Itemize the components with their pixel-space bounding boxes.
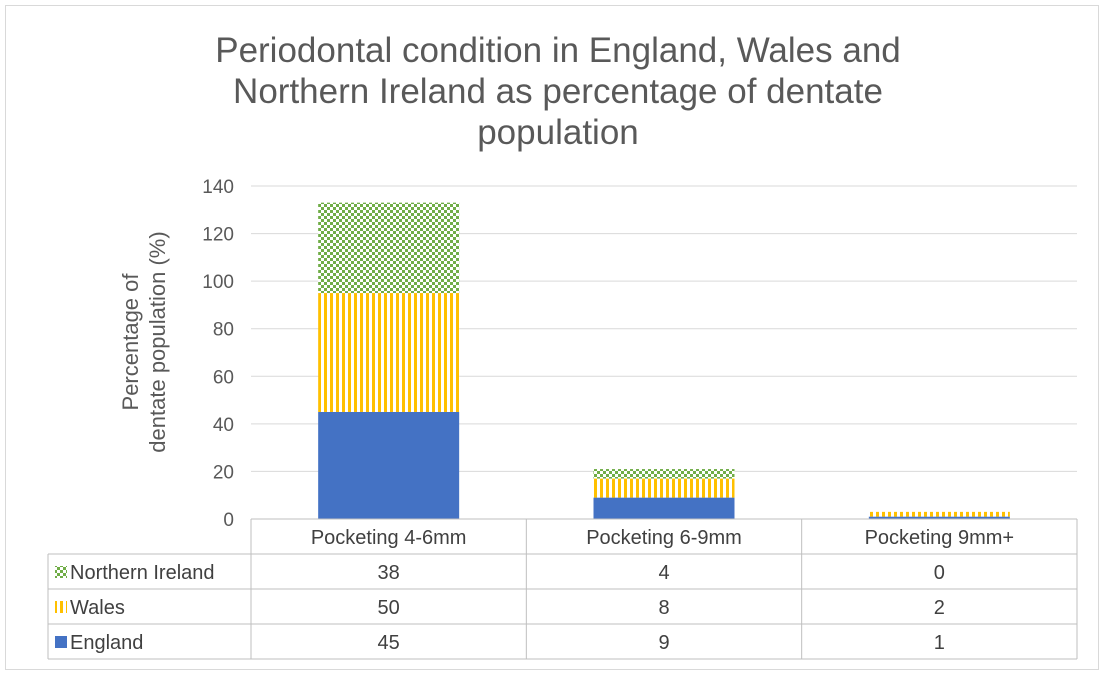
chart-title-line-2: Northern Ireland as percentage of dentat… (233, 72, 883, 111)
y-axis-label-line-1: Percentage of (118, 273, 143, 411)
bar-northern-ireland-pocketing-4-6mm (318, 202, 460, 294)
bar-england-pocketing-9mm (868, 516, 1010, 519)
data-label: 2 (934, 597, 945, 619)
chart-frame: Periodontal condition in England, Wales … (5, 5, 1099, 670)
chart-title-line-1: Periodontal condition in England, Wales … (215, 31, 901, 70)
y-tick-label: 100 (202, 272, 234, 293)
y-tick-labels: 0 20 40 60 80 100 120 140 (202, 177, 234, 531)
x-tick-label: Pocketing 4-6mm (311, 527, 467, 549)
x-tick-label: Pocketing 6-9mm (586, 527, 742, 549)
y-tick-label: 0 (223, 510, 234, 531)
x-tick-label: Pocketing 9mm+ (865, 527, 1015, 549)
data-label: 50 (378, 597, 400, 619)
data-label: 9 (658, 632, 669, 654)
y-tick-label: 140 (202, 177, 234, 198)
legend-label-wales: Wales (70, 597, 125, 619)
y-tick-label: 80 (213, 320, 234, 341)
chart-title-line-3: population (477, 113, 639, 152)
bars (318, 202, 1010, 519)
y-tick-label: 40 (213, 415, 234, 436)
data-table: Pocketing 4-6mm Pocketing 6-9mm Pocketing … (47, 518, 1078, 660)
y-axis-label: Percentage of dentate population (%) (118, 231, 170, 452)
bar-england-pocketing-4-6mm (318, 411, 460, 519)
chart-svg: Periodontal condition in England, Wales … (47, 31, 1078, 660)
legend-label-northern-ireland: Northern Ireland (70, 562, 215, 584)
bar-wales-pocketing-4-6mm (318, 293, 460, 412)
bar-wales-pocketing-6-9mm (593, 478, 735, 498)
data-label: 0 (934, 562, 945, 584)
bar-england-pocketing-6-9mm (593, 497, 735, 519)
data-label: 38 (378, 562, 400, 584)
legend-swatch-northern-ireland (55, 566, 67, 578)
data-label: 4 (658, 562, 669, 584)
y-tick-label: 60 (213, 367, 234, 388)
y-tick-label: 120 (202, 225, 234, 246)
bar-wales-pocketing-9mm (868, 511, 1010, 517)
bar-northern-ireland-pocketing-6-9mm (593, 469, 735, 479)
data-label: 8 (658, 597, 669, 619)
legend-swatch-england (55, 636, 67, 648)
data-label: 1 (934, 632, 945, 654)
legend-swatch-wales (55, 601, 67, 613)
legend-label-england: England (70, 632, 143, 654)
data-label: 45 (378, 632, 400, 654)
y-axis-label-line-2: dentate population (%) (145, 231, 170, 452)
y-tick-label: 20 (213, 462, 234, 483)
